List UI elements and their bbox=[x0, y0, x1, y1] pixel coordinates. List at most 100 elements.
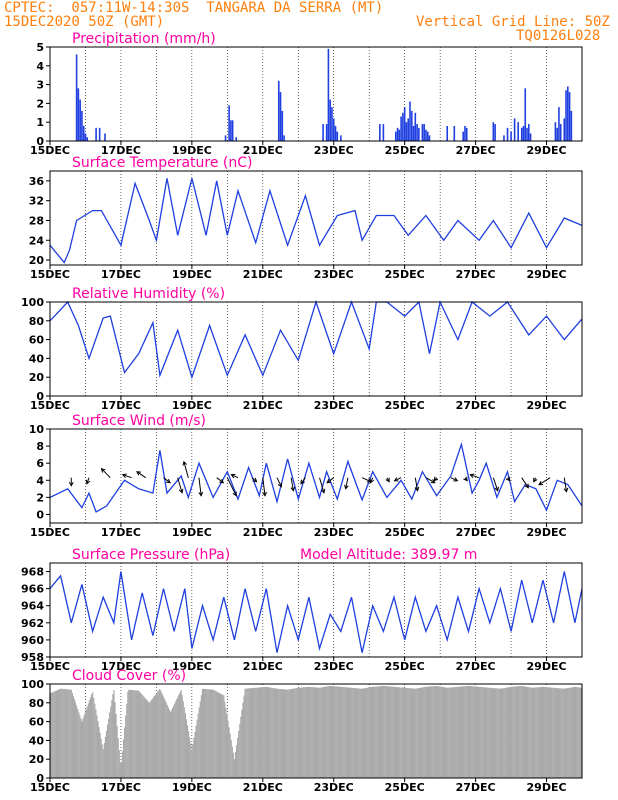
cloud-cover-bar bbox=[565, 688, 567, 778]
precip-bar bbox=[400, 116, 402, 141]
cloud-cover-bar bbox=[395, 687, 398, 778]
cloud-cover-bar bbox=[239, 723, 241, 778]
cloud-cover-bar bbox=[373, 686, 375, 778]
ytick-label: 60 bbox=[29, 716, 45, 729]
cloud-cover-bar bbox=[246, 688, 248, 778]
cloud-cover-bar bbox=[455, 686, 457, 778]
xtick-label: 21DEC bbox=[243, 526, 283, 539]
cloud-cover-bar bbox=[575, 686, 577, 778]
cloud-cover-bar bbox=[298, 687, 301, 778]
cloud-cover-bar bbox=[468, 685, 470, 778]
wind-arrow-head bbox=[230, 473, 236, 479]
cloud-cover-bar bbox=[82, 718, 84, 778]
cloud-cover-bar bbox=[334, 686, 336, 778]
cloud-cover-bar bbox=[427, 686, 430, 778]
cloud-cover-bar bbox=[232, 752, 234, 778]
cloud-cover-bar bbox=[447, 687, 449, 778]
cloud-cover-bar bbox=[156, 693, 158, 778]
ytick-label: 0 bbox=[36, 135, 44, 148]
wind-arrow bbox=[216, 477, 224, 484]
precip-bar bbox=[327, 48, 330, 141]
cloud-cover-bar bbox=[348, 687, 351, 778]
ytick-label: 100 bbox=[21, 296, 44, 309]
cloud-cover-bar bbox=[516, 686, 518, 778]
cloud-cover-bar bbox=[467, 685, 469, 778]
cloud-cover-bar bbox=[329, 685, 331, 778]
cloud-cover-bar bbox=[456, 686, 458, 778]
cloud-cover-bar bbox=[435, 685, 437, 778]
cloud-cover-bar bbox=[110, 706, 112, 778]
precip-bar bbox=[334, 125, 337, 141]
cloud-cover-bar bbox=[433, 686, 435, 778]
cloud-cover-bar bbox=[502, 688, 504, 778]
wind-arrow-head bbox=[533, 477, 538, 483]
cloud-cover-bar bbox=[507, 687, 510, 778]
ytick-label: 964 bbox=[21, 600, 44, 613]
ytick-label: 20 bbox=[29, 254, 45, 267]
cloud-cover-bar bbox=[321, 687, 323, 778]
xtick-label: 17DEC bbox=[101, 526, 141, 539]
cloud-cover-bar bbox=[495, 688, 497, 778]
cloud-cover-bar bbox=[194, 731, 196, 778]
xtick-label: 15DEC bbox=[30, 399, 70, 412]
header-line1: CPTEC: 057:11W-14:30S TANGARA DA SERRA (… bbox=[4, 0, 384, 16]
cloud-cover-bar bbox=[152, 697, 155, 778]
cloud-cover-bar bbox=[522, 686, 524, 778]
cloud-cover-bar bbox=[331, 686, 334, 778]
cloud-cover-bar bbox=[97, 721, 99, 778]
panel-title: Surface Wind (m/s) bbox=[72, 413, 206, 429]
xtick-label: 23DEC bbox=[314, 399, 354, 412]
cloud-cover-bar bbox=[283, 689, 286, 778]
cloud-cover-bar bbox=[76, 705, 78, 778]
panel-title: Cloud Cover (%) bbox=[72, 668, 186, 684]
wind-arrow bbox=[361, 477, 372, 483]
cloud-cover-bar bbox=[169, 711, 172, 778]
cloud-cover-bar bbox=[377, 686, 379, 778]
ytick-label: 80 bbox=[29, 315, 45, 328]
cloud-cover-bar bbox=[143, 696, 145, 778]
cloud-cover-bar bbox=[524, 686, 527, 778]
wind-arrow bbox=[198, 477, 202, 496]
wind-arrow-head bbox=[277, 482, 283, 488]
cloud-cover-bar bbox=[514, 686, 516, 778]
cloud-cover-bar bbox=[100, 738, 102, 778]
wind-arrow-head bbox=[182, 460, 188, 466]
cloud-cover-bar bbox=[401, 687, 403, 778]
cloud-cover-bar bbox=[340, 686, 342, 778]
cloud-cover-bar bbox=[547, 687, 549, 778]
precip-bar bbox=[568, 92, 571, 141]
precip-bar bbox=[567, 86, 569, 141]
cloud-cover-bar bbox=[324, 686, 326, 778]
xtick-label: 25DEC bbox=[385, 660, 425, 673]
cloud-cover-bar bbox=[523, 686, 526, 778]
xtick-label: 17DEC bbox=[101, 781, 141, 794]
cloud-cover-bar bbox=[446, 687, 448, 778]
cloud-cover-bar bbox=[552, 687, 554, 778]
cloud-cover-bar bbox=[572, 687, 575, 778]
precip-bar bbox=[446, 125, 449, 141]
cloud-cover-bar bbox=[230, 740, 232, 778]
cloud-cover-bar bbox=[425, 686, 427, 778]
cloud-cover-bar bbox=[379, 686, 382, 778]
xtick-label: 15DEC bbox=[30, 268, 70, 281]
cloud-cover-bar bbox=[539, 687, 542, 778]
cloud-cover-bar bbox=[391, 686, 393, 778]
wind-arrow bbox=[122, 474, 132, 479]
precip-bar bbox=[281, 110, 284, 141]
cloud-cover-bar bbox=[279, 688, 281, 778]
cloud-cover-bar bbox=[316, 687, 319, 778]
cloud-cover-bar bbox=[501, 688, 503, 778]
cloud-cover-bar bbox=[533, 687, 535, 778]
grid-note: Vertical Grid Line: 50Z bbox=[416, 14, 610, 30]
cloud-cover-bar bbox=[217, 692, 220, 778]
wind-arrow-head bbox=[433, 476, 439, 482]
cloud-cover-bar bbox=[175, 701, 177, 778]
panel-temperature: 20 24 28 32 36 15DEC 17DEC 19DEC 21DEC 23DEC 25DEC… bbox=[29, 155, 583, 281]
cloud-cover-bar bbox=[553, 687, 555, 778]
cloud-cover-bar bbox=[53, 691, 55, 778]
wind-arrow bbox=[394, 477, 402, 482]
cloud-cover-bar bbox=[78, 712, 80, 778]
cloud-cover-bar bbox=[205, 688, 207, 778]
cloud-cover-bar bbox=[173, 705, 175, 778]
cloud-cover-bar bbox=[126, 703, 128, 778]
